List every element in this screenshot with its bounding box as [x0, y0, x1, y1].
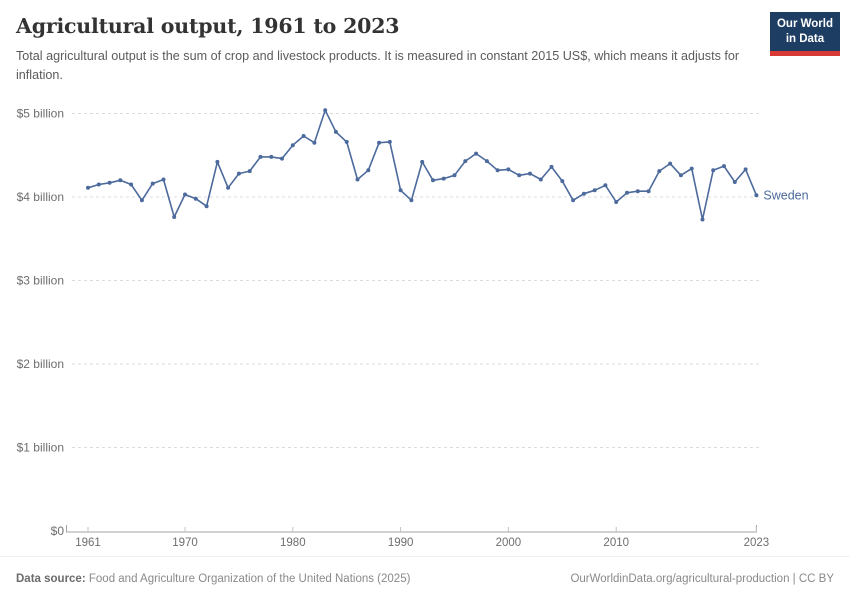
owid-url-license: OurWorldinData.org/agricultural-producti… — [570, 572, 834, 585]
data-point — [571, 198, 576, 203]
data-point — [366, 168, 371, 173]
owid-logo: Our World in Data — [769, 12, 840, 56]
data-point — [312, 140, 317, 145]
page-title: Agricultural output, 1961 to 2023 — [16, 14, 400, 38]
data-point — [560, 179, 565, 184]
x-axis-label: 2023 — [744, 537, 770, 549]
data-point — [452, 173, 457, 178]
data-point — [625, 190, 629, 195]
data-point — [398, 188, 403, 193]
data-point — [333, 129, 338, 134]
x-axis-label: 2010 — [603, 537, 629, 549]
data-point — [614, 200, 619, 204]
data-point — [495, 168, 500, 173]
data-point — [280, 156, 284, 161]
data-point — [107, 180, 112, 185]
data-point — [506, 167, 511, 172]
data-point — [247, 169, 252, 174]
data-point — [528, 171, 532, 176]
data-point — [150, 181, 155, 186]
data-point — [258, 154, 263, 159]
data-point — [463, 159, 468, 164]
series-line — [87, 109, 758, 221]
data-point — [129, 182, 134, 187]
data-point — [290, 143, 295, 148]
data-point — [743, 167, 748, 172]
data-point — [301, 134, 306, 138]
data-point — [387, 139, 392, 144]
data-source-label: Data source: — [16, 572, 86, 585]
data-point — [139, 198, 144, 203]
chart-footer: Data source: Food and Agriculture Organi… — [0, 556, 850, 600]
data-point — [172, 215, 177, 219]
data-point — [711, 168, 716, 173]
data-point — [431, 178, 435, 183]
y-axis-label: $3 billion — [17, 274, 64, 288]
data-point — [183, 192, 187, 197]
owid-logo-line1: Our World — [776, 18, 833, 30]
data-point — [517, 173, 522, 178]
data-point — [538, 177, 543, 182]
data-point — [549, 164, 554, 169]
x-axis-label: 1990 — [388, 537, 414, 549]
data-point — [161, 177, 166, 182]
data-point — [689, 166, 694, 171]
y-axis-label: $1 billion — [17, 441, 64, 455]
data-point — [646, 189, 651, 194]
data-point — [754, 193, 759, 198]
data-point — [484, 159, 489, 164]
x-axis-label: 1961 — [75, 537, 101, 549]
data-source: Data source: Food and Agriculture Organi… — [16, 573, 410, 585]
data-point — [323, 108, 328, 113]
data-point — [236, 171, 241, 176]
x-axis-label: 2000 — [496, 537, 522, 549]
data-point — [355, 177, 360, 182]
data-point — [377, 140, 382, 145]
data-point — [441, 176, 446, 181]
data-point — [86, 185, 90, 190]
data-point — [269, 154, 274, 159]
chart-subtitle: Total agricultural output is the sum of … — [16, 49, 740, 82]
y-axis-label: $5 billion — [17, 107, 64, 121]
owid-logo-line2: in Data — [785, 32, 825, 45]
data-point — [700, 217, 705, 222]
chart-canvas: $0 $1 billion $2 billion $3 billion $4 billi… — [17, 107, 809, 550]
data-point — [722, 164, 726, 169]
data-point — [678, 173, 683, 178]
data-point — [603, 183, 608, 188]
data-point — [668, 161, 673, 166]
line-chart: $0 $1 billion $2 billion $3 billion $4 billi… — [0, 95, 850, 555]
data-point — [592, 188, 597, 193]
data-point — [204, 204, 209, 209]
data-point — [635, 189, 640, 194]
data-point — [118, 178, 123, 183]
x-axis-label: 1980 — [280, 537, 306, 549]
y-axis-label: $4 billion — [17, 190, 64, 204]
data-point — [409, 198, 414, 203]
y-axis-label: $2 billion — [17, 357, 64, 371]
data-point — [581, 191, 586, 196]
x-axis-label: 1970 — [172, 537, 198, 549]
data-point — [215, 159, 220, 164]
data-point — [657, 169, 662, 174]
data-point — [420, 159, 425, 164]
data-point — [96, 182, 101, 187]
data-point — [732, 180, 737, 184]
entity-label: Sweden — [763, 188, 808, 202]
data-point — [226, 185, 231, 190]
data-point — [344, 139, 349, 144]
y-axis-label: $0 — [51, 524, 65, 538]
chart-header: Agricultural output, 1961 to 2023 Total … — [16, 14, 740, 85]
data-point — [474, 151, 479, 156]
data-source-text: Food and Agriculture Organization of the… — [88, 572, 411, 585]
data-point — [193, 196, 198, 201]
